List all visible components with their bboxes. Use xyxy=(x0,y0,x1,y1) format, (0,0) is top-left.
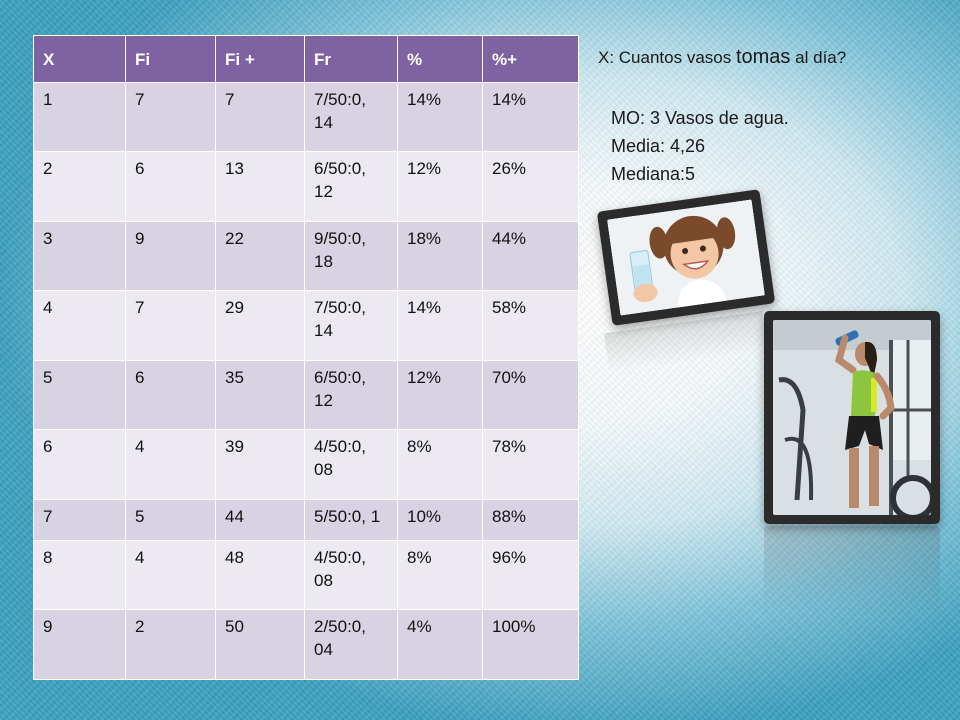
cell-fi-cumulative: 39 xyxy=(215,429,305,500)
cell-percent: 18% xyxy=(397,220,483,292)
cell-fi: 6 xyxy=(125,359,216,431)
cell-x: 2 xyxy=(33,151,126,222)
table-row: 2 6 13 6/50:0, 12 12% 26% xyxy=(33,151,579,222)
header-percent-cumulative: %+ xyxy=(482,35,579,83)
cell-percent: 8% xyxy=(397,540,483,611)
cell-percent-cumulative: 88% xyxy=(482,498,579,542)
median-text: Mediana:5 xyxy=(611,164,696,184)
cell-percent-cumulative: 44% xyxy=(482,220,579,292)
cell-fi: 6 xyxy=(125,151,216,222)
cell-fi: 9 xyxy=(125,220,216,292)
cell-x: 1 xyxy=(33,81,126,153)
question-text: X: Cuantos vasos tomas al día? xyxy=(598,46,846,69)
question-emphasis: tomas xyxy=(735,46,791,68)
cell-fi-cumulative: 35 xyxy=(215,359,305,431)
photo2-reflection xyxy=(764,526,940,616)
cell-fi: 4 xyxy=(125,429,216,500)
cell-fr: 9/50:0, 18 xyxy=(304,220,398,292)
table-row: 1 7 7 7/50:0, 14 14% 14% xyxy=(33,81,579,153)
cell-percent: 4% xyxy=(397,609,483,680)
mode-text: MO: 3 Vasos de agua. xyxy=(611,108,789,128)
cell-fi-cumulative: 29 xyxy=(215,290,305,361)
mean-text: Media: 4,26 xyxy=(611,136,706,156)
cell-fr: 5/50:0, 1 xyxy=(304,498,398,542)
cell-fi-cumulative: 22 xyxy=(215,220,305,292)
table-row: 5 6 35 6/50:0, 12 12% 70% xyxy=(33,359,579,431)
cell-percent: 12% xyxy=(397,151,483,222)
cell-fr: 4/50:0, 08 xyxy=(304,429,398,500)
cell-fi: 4 xyxy=(125,540,216,611)
cell-x: 9 xyxy=(33,609,126,680)
photo2-image xyxy=(773,320,931,515)
header-fr: Fr xyxy=(304,35,398,83)
cell-x: 7 xyxy=(33,498,126,542)
cell-fi: 7 xyxy=(125,81,216,153)
table-header-row: X Fi Fi + Fr % %+ xyxy=(33,35,579,83)
header-x: X xyxy=(33,35,126,83)
cell-fr: 4/50:0, 08 xyxy=(304,540,398,611)
cell-fr: 6/50:0, 12 xyxy=(304,151,398,222)
cell-fi: 2 xyxy=(125,609,216,680)
cell-fi-cumulative: 7 xyxy=(215,81,305,153)
question-suffix: al día? xyxy=(790,48,847,67)
cell-percent: 12% xyxy=(397,359,483,431)
cell-percent-cumulative: 96% xyxy=(482,540,579,611)
cell-percent-cumulative: 26% xyxy=(482,151,579,222)
cell-x: 5 xyxy=(33,359,126,431)
cell-fr: 6/50:0, 12 xyxy=(304,359,398,431)
cell-x: 8 xyxy=(33,540,126,611)
woman-drinking-at-gym-photo xyxy=(764,311,940,524)
cell-x: 3 xyxy=(33,220,126,292)
cell-x: 4 xyxy=(33,290,126,361)
table-row: 8 4 48 4/50:0, 08 8% 96% xyxy=(33,540,579,611)
cell-fi-cumulative: 50 xyxy=(215,609,305,680)
cell-fr: 7/50:0, 14 xyxy=(304,81,398,153)
cell-fi-cumulative: 48 xyxy=(215,540,305,611)
cell-fi-cumulative: 44 xyxy=(215,498,305,542)
girl-illustration xyxy=(606,199,766,316)
cell-percent-cumulative: 70% xyxy=(482,359,579,431)
cell-percent-cumulative: 78% xyxy=(482,429,579,500)
table-row: 7 5 44 5/50:0, 1 10% 88% xyxy=(33,498,579,542)
question-prefix: X: Cuantos vasos xyxy=(598,48,736,67)
cell-x: 6 xyxy=(33,429,126,500)
cell-percent-cumulative: 14% xyxy=(482,81,579,153)
table-row: 4 7 29 7/50:0, 14 14% 58% xyxy=(33,290,579,361)
cell-percent-cumulative: 100% xyxy=(482,609,579,680)
header-fi-cumulative: Fi + xyxy=(215,35,305,83)
cell-percent: 10% xyxy=(397,498,483,542)
header-percent: % xyxy=(397,35,483,83)
statistics-summary: MO: 3 Vasos de agua. Media: 4,26 Mediana… xyxy=(611,104,789,188)
cell-percent: 14% xyxy=(397,81,483,153)
table-row: 3 9 22 9/50:0, 18 18% 44% xyxy=(33,220,579,292)
cell-fr: 2/50:0, 04 xyxy=(304,609,398,680)
photo1-image xyxy=(606,199,766,316)
gym-illustration xyxy=(773,320,931,515)
frequency-table: X Fi Fi + Fr % %+ 1 7 7 7/50:0, 14 14% 14% 2 6 1… xyxy=(33,35,579,680)
cell-fi: 5 xyxy=(125,498,216,542)
cell-fi-cumulative: 13 xyxy=(215,151,305,222)
cell-fr: 7/50:0, 14 xyxy=(304,290,398,361)
cell-percent-cumulative: 58% xyxy=(482,290,579,361)
table-row: 9 2 50 2/50:0, 04 4% 100% xyxy=(33,609,579,680)
table-row: 6 4 39 4/50:0, 08 8% 78% xyxy=(33,429,579,500)
girl-drinking-water-photo xyxy=(596,189,776,326)
header-fi: Fi xyxy=(125,35,216,83)
cell-fi: 7 xyxy=(125,290,216,361)
cell-percent: 8% xyxy=(397,429,483,500)
cell-percent: 14% xyxy=(397,290,483,361)
